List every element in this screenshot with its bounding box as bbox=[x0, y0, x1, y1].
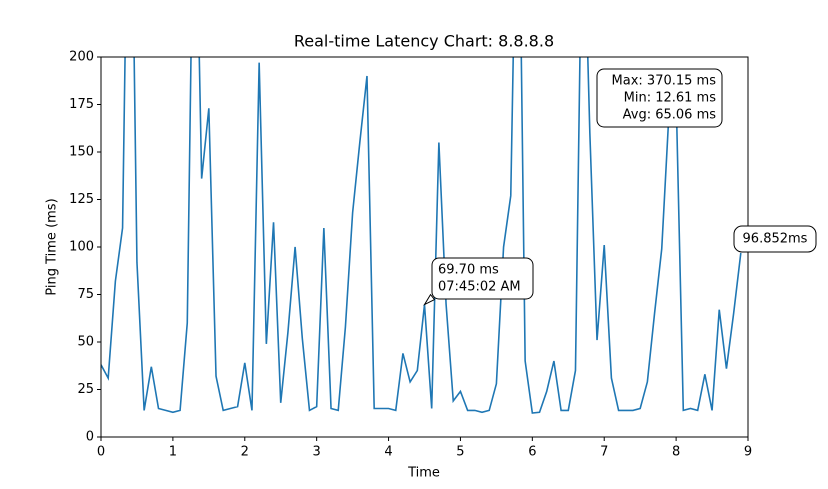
chart-title: Real-time Latency Chart: 8.8.8.8 bbox=[294, 32, 554, 51]
x-tick-label: 7 bbox=[600, 445, 608, 460]
x-tick-label: 9 bbox=[744, 445, 752, 460]
latency-line bbox=[101, 57, 742, 414]
hover-box bbox=[431, 257, 534, 300]
y-tick-label: 200 bbox=[69, 50, 94, 65]
last-value-box bbox=[733, 225, 817, 253]
last-value-text: 96.852ms bbox=[743, 232, 808, 247]
y-axis-label: Ping Time (ms) bbox=[45, 198, 60, 295]
x-tick-label: 1 bbox=[169, 445, 177, 460]
y-tick-label: 50 bbox=[77, 335, 94, 350]
stats-text: Max: 370.15 ms bbox=[612, 74, 717, 89]
callout-arrow bbox=[423, 293, 436, 306]
y-tick-label: 125 bbox=[69, 192, 94, 207]
x-tick-label: 3 bbox=[313, 445, 321, 460]
y-tick-label: 175 bbox=[69, 97, 94, 112]
hover-text: 07:45:02 AM bbox=[438, 280, 521, 295]
x-tick-label: 4 bbox=[384, 445, 392, 460]
x-axis-label: Time bbox=[407, 466, 440, 481]
x-tick-label: 0 bbox=[97, 445, 105, 460]
hover-text: 69.70 ms bbox=[438, 263, 499, 278]
y-tick-label: 150 bbox=[69, 145, 94, 160]
x-tick-label: 2 bbox=[241, 445, 249, 460]
x-tick-label: 5 bbox=[456, 445, 464, 460]
x-tick-label: 6 bbox=[528, 445, 536, 460]
stats-text: Min: 12.61 ms bbox=[624, 91, 717, 106]
y-tick-label: 75 bbox=[77, 287, 94, 302]
x-tick-label: 8 bbox=[672, 445, 680, 460]
y-tick-label: 25 bbox=[77, 382, 94, 397]
y-tick-label: 100 bbox=[69, 240, 94, 255]
stats-text: Avg: 65.06 ms bbox=[623, 108, 717, 123]
stats-box bbox=[596, 68, 723, 128]
y-tick-label: 0 bbox=[86, 430, 94, 445]
